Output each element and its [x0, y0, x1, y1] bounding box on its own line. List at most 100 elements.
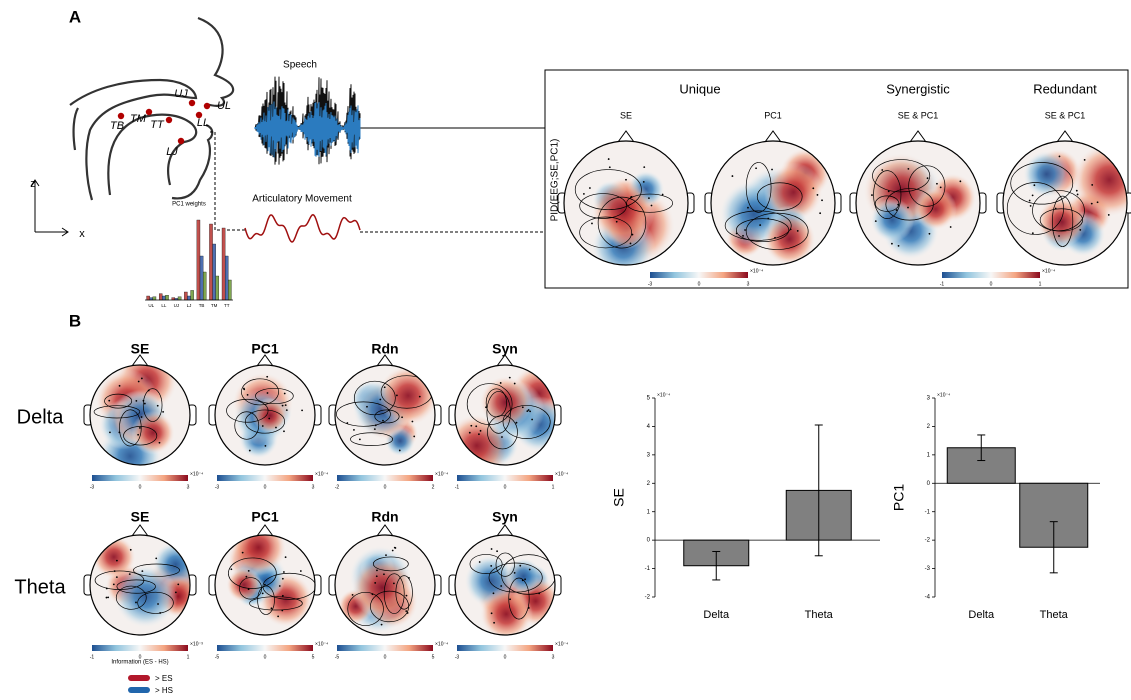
colorbar-tick-label: -3	[648, 281, 653, 287]
electrode	[283, 430, 285, 432]
electrode	[141, 416, 143, 418]
electrode	[1032, 194, 1034, 196]
electrode	[268, 418, 270, 420]
colorbar-tick-label: -5	[335, 654, 340, 660]
electrode	[249, 450, 251, 452]
electrode	[529, 410, 531, 412]
topoplot-nose	[497, 525, 513, 536]
colorbar-tick-label: 0	[264, 484, 267, 490]
electrode	[496, 550, 498, 552]
x-tick-label: LJ	[187, 303, 192, 308]
articulator-dot	[189, 100, 195, 106]
electrode	[243, 388, 245, 390]
electrode	[135, 400, 137, 402]
electrode	[819, 212, 821, 214]
colorbar-tick-label: -3	[90, 484, 95, 490]
electrode	[583, 193, 585, 195]
bar	[162, 296, 165, 300]
electrode	[1030, 205, 1032, 207]
electrode	[616, 221, 618, 223]
electrode	[755, 167, 757, 169]
colorbar-label: Information (ES - HS)	[111, 660, 168, 666]
articulator-label: UL	[217, 100, 231, 112]
electrode	[1077, 194, 1079, 196]
electrode	[516, 422, 518, 424]
topoplot	[997, 131, 1131, 265]
electrode	[399, 450, 401, 452]
axis-multiplier: ×10⁻⁴	[937, 392, 950, 398]
electrode	[159, 442, 161, 444]
pid-group: Redundant	[1033, 81, 1097, 96]
colorbar-tick-label: 5	[312, 654, 315, 660]
topoplot	[209, 519, 321, 635]
figure: AUJULTBTMTTLLLJzxSpeechArticulatory Move…	[0, 0, 1131, 700]
electrode	[493, 592, 495, 594]
topoplot-blob	[914, 188, 957, 231]
colorbar-tick-label: -1	[455, 484, 460, 490]
bar	[203, 272, 206, 300]
colorbar-unit: ×10⁻⁴	[190, 471, 203, 477]
articulatory-trace	[245, 215, 360, 242]
electrode	[116, 576, 118, 578]
panel-label: B	[69, 311, 81, 330]
electrode	[283, 571, 285, 573]
y-tick-label: 3	[927, 396, 931, 402]
articulator-label: TB	[110, 120, 124, 132]
electrode	[385, 554, 387, 556]
panel-label: A	[69, 7, 81, 26]
electrode	[591, 223, 593, 225]
electrode	[927, 177, 929, 179]
electrode	[412, 421, 414, 423]
electrode	[384, 386, 386, 388]
row-label: Delta	[17, 406, 65, 428]
electrode	[747, 207, 749, 209]
x-tick-label: UJ	[174, 303, 180, 308]
topoplot	[209, 355, 321, 465]
electrode	[608, 158, 610, 160]
colorbar-unit: ×10⁻⁴	[1042, 268, 1055, 274]
electrode	[137, 434, 139, 436]
x-tick-label: TM	[211, 303, 218, 308]
electrode	[382, 420, 384, 422]
y-axis-label: PC1	[891, 484, 907, 511]
electrode	[625, 179, 627, 181]
colorbar	[337, 475, 433, 481]
colorbar-tick-label: 2	[432, 484, 435, 490]
topoplot-nose	[910, 131, 926, 142]
electrode	[394, 547, 396, 549]
bar	[225, 256, 228, 300]
map-title: SE	[131, 509, 150, 525]
electrode	[531, 419, 533, 421]
electrode	[138, 381, 140, 383]
electrode	[108, 400, 110, 402]
electrode	[1079, 229, 1081, 231]
electrode	[907, 168, 909, 170]
electrode	[114, 570, 116, 572]
electrode	[282, 578, 284, 580]
topoplot-blob	[131, 411, 175, 455]
electrode	[732, 175, 734, 177]
electrode	[896, 209, 898, 211]
electrode	[519, 565, 521, 567]
electrode	[175, 591, 177, 593]
electrode	[107, 597, 109, 599]
bar	[187, 296, 190, 300]
topoplot-nose	[618, 131, 634, 142]
electrode	[419, 396, 421, 398]
legend-label: > ES	[155, 674, 173, 683]
electrode	[959, 180, 961, 182]
electrode	[106, 597, 108, 599]
electrode	[144, 403, 146, 405]
electrode	[366, 406, 368, 408]
electrode	[376, 570, 378, 572]
colorbar-unit: ×10⁻⁴	[555, 641, 568, 647]
colorbar-tick-label: 0	[139, 484, 142, 490]
electrode	[141, 378, 143, 380]
colorbar-tick-label: 1	[552, 484, 555, 490]
electrode	[509, 377, 511, 379]
topoplot-nose	[1057, 131, 1073, 142]
electrode	[742, 235, 744, 237]
colorbar-tick-label: 3	[552, 654, 555, 660]
electrode	[475, 425, 477, 427]
legend-label: > HS	[155, 686, 173, 695]
